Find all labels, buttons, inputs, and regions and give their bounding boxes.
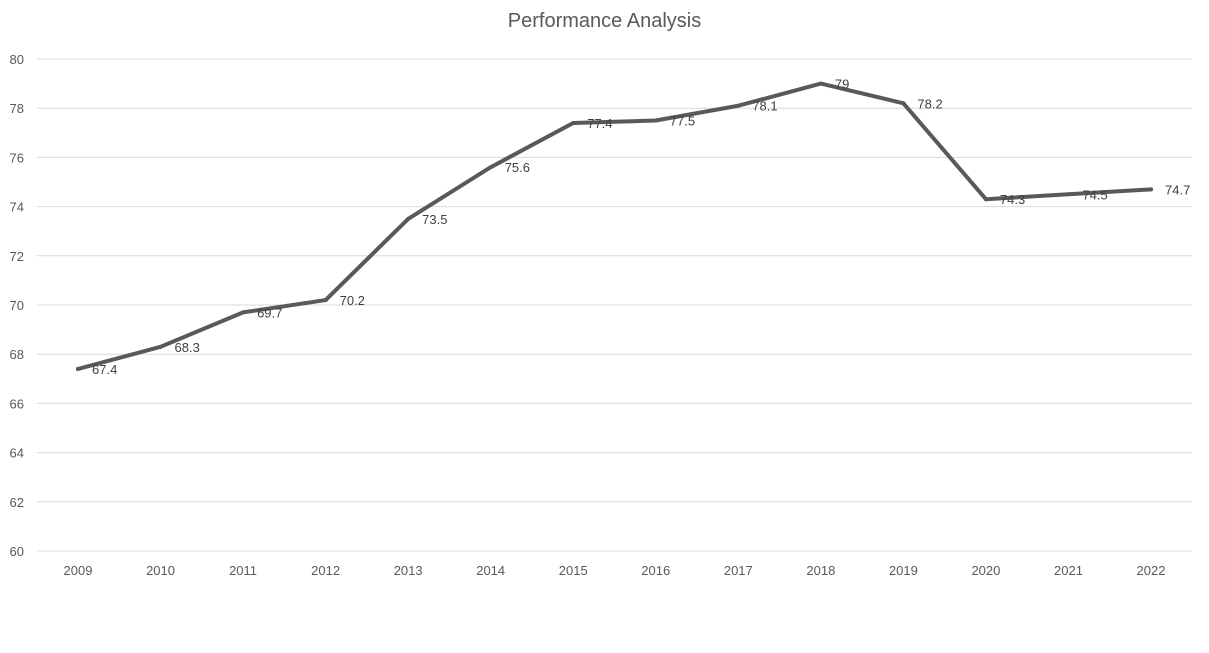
data-point: [1066, 192, 1071, 197]
x-tick-label: 2016: [641, 563, 670, 578]
data-label: 69.7: [257, 305, 282, 320]
x-tick-label: 2019: [889, 563, 918, 578]
data-point: [76, 366, 80, 371]
data-labels: 67.4 68.3 69.7 70.2 73.5 75.6 77.4 77.5 78.1 79 78…: [92, 77, 1190, 377]
series-line: [76, 81, 1153, 371]
data-label: 70.2: [340, 293, 365, 308]
data-point: [406, 216, 411, 221]
gridlines: [37, 58, 1192, 552]
y-tick-label: 66: [10, 396, 24, 411]
x-axis-ticks: 2009 2010 2011 2012 2013 2014 2015 2016 2017 2018…: [64, 563, 1166, 578]
y-axis-ticks: 60 62 64 66 68 70 72 74 76 78 80: [10, 52, 24, 559]
data-point: [241, 310, 246, 315]
data-label: 73.5: [422, 212, 447, 227]
data-label: 68.3: [175, 340, 200, 355]
data-point: [818, 81, 823, 86]
y-tick-label: 64: [10, 446, 24, 461]
series-line-group: [76, 81, 1153, 371]
data-label: 78.2: [917, 96, 942, 111]
data-point: [571, 120, 576, 125]
y-tick-label: 80: [10, 52, 24, 67]
data-point: [488, 165, 493, 170]
data-label: 78.1: [752, 99, 777, 114]
y-tick-label: 76: [10, 150, 24, 165]
y-tick-label: 78: [10, 101, 24, 116]
x-tick-label: 2014: [476, 563, 505, 578]
data-label: 74.7: [1165, 182, 1190, 197]
y-tick-label: 68: [10, 347, 24, 362]
x-tick-label: 2012: [311, 563, 340, 578]
data-label: 75.6: [505, 160, 530, 175]
x-tick-label: 2020: [971, 563, 1000, 578]
data-label: 77.5: [670, 114, 695, 129]
x-tick-label: 2010: [146, 563, 175, 578]
data-point: [158, 344, 163, 349]
data-point: [736, 103, 741, 108]
data-label: 74.3: [1000, 192, 1025, 207]
x-tick-label: 2018: [806, 563, 835, 578]
y-tick-label: 70: [10, 298, 24, 313]
x-tick-label: 2015: [559, 563, 588, 578]
x-tick-label: 2009: [64, 563, 93, 578]
x-tick-label: 2017: [724, 563, 753, 578]
data-label: 77.4: [587, 116, 612, 131]
x-tick-label: 2021: [1054, 563, 1083, 578]
data-point: [653, 118, 658, 123]
y-tick-label: 60: [10, 544, 24, 559]
chart-title: Performance Analysis: [507, 10, 702, 32]
x-tick-label: 2011: [229, 563, 257, 578]
y-tick-label: 72: [10, 249, 24, 264]
data-label: 79: [835, 77, 849, 92]
x-tick-label: 2022: [1137, 563, 1166, 578]
y-tick-label: 74: [10, 200, 24, 215]
data-point: [901, 101, 906, 106]
data-label: 74.5: [1082, 187, 1107, 202]
x-tick-label: 2013: [394, 563, 423, 578]
data-point: [983, 197, 988, 202]
y-tick-label: 62: [10, 495, 24, 510]
data-point: [323, 298, 328, 303]
data-label: 67.4: [92, 362, 117, 377]
data-point: [1149, 187, 1153, 192]
